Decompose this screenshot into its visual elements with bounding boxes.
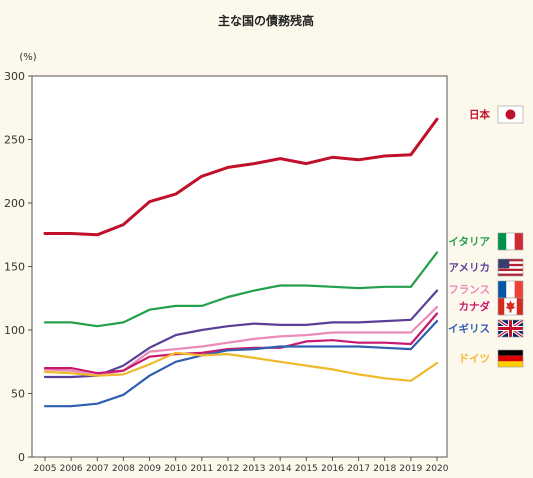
flag-part xyxy=(506,233,515,250)
plot-frame xyxy=(31,75,448,458)
y-tick-label: 0 xyxy=(18,451,25,464)
legend-item: フランス xyxy=(448,280,524,299)
x-tick-label: 2010 xyxy=(164,464,187,474)
x-tick-label: 2020 xyxy=(426,464,449,474)
series-line xyxy=(43,117,439,237)
series-line xyxy=(43,289,439,379)
x-tick-label: 2008 xyxy=(112,464,135,474)
x-tick-label: 2006 xyxy=(60,464,83,474)
germany-flag xyxy=(498,350,523,367)
legend-label: イギリス xyxy=(448,322,490,335)
y-tick-label: 100 xyxy=(4,324,25,337)
y-tick-label: 300 xyxy=(4,70,25,83)
x-tick-label: 2016 xyxy=(321,464,344,474)
flag-border xyxy=(497,232,524,251)
x-tick-label: 2013 xyxy=(243,464,266,474)
flag-part xyxy=(506,281,515,298)
japan-flag xyxy=(498,106,523,123)
flag-part xyxy=(516,298,523,315)
x-tick-label: 2011 xyxy=(190,464,213,474)
usa-flag xyxy=(498,259,523,276)
flag-part xyxy=(498,268,523,272)
flag-part xyxy=(498,350,523,356)
legend-label: 日本 xyxy=(469,108,490,121)
y-tick-label: 50 xyxy=(11,388,25,401)
y-tick-label: 150 xyxy=(4,261,25,274)
canada-flag xyxy=(498,298,523,315)
flag-part xyxy=(498,273,523,276)
flag-part xyxy=(498,259,523,262)
y-tick-label: 250 xyxy=(4,134,25,147)
uk-flag xyxy=(498,320,523,337)
italy-flag xyxy=(498,233,523,250)
flag-part xyxy=(498,261,523,264)
flag-part xyxy=(498,361,523,367)
series-line xyxy=(43,306,439,377)
chart-title: 主な国の債務残高 xyxy=(218,13,314,28)
x-tick-label: 2019 xyxy=(399,464,422,474)
flag-part xyxy=(514,281,523,298)
france-flag xyxy=(498,281,523,298)
maple-leaf xyxy=(505,300,516,313)
x-tick-label: 2015 xyxy=(295,464,318,474)
legend-item: ドイツ xyxy=(459,349,524,368)
flag-part xyxy=(498,355,523,362)
legend-label: アメリカ xyxy=(449,262,490,274)
flag-part xyxy=(498,298,505,315)
x-tick-label: 2007 xyxy=(86,464,109,474)
x-tick-label: 2014 xyxy=(269,464,292,474)
series-line xyxy=(43,351,439,382)
flag-border xyxy=(497,105,524,124)
legend-item: イタリア xyxy=(448,232,524,251)
flag-part xyxy=(498,259,510,269)
flag-border xyxy=(497,297,524,316)
legend-label: カナダ xyxy=(459,300,491,313)
flag-part xyxy=(498,327,523,330)
flag-part xyxy=(498,281,507,298)
x-tick-label: 2005 xyxy=(34,464,57,474)
flag-border xyxy=(497,349,524,368)
flag-part xyxy=(498,263,523,267)
series-line xyxy=(43,320,439,408)
flag-part xyxy=(514,233,523,250)
legend-item: アメリカ xyxy=(449,258,524,277)
x-tick-label: 2009 xyxy=(138,464,161,474)
x-tick-label: 2017 xyxy=(347,464,370,474)
flag-border xyxy=(497,319,524,338)
flag-border xyxy=(497,258,524,277)
legend-item: カナダ xyxy=(459,297,524,316)
series-line xyxy=(43,312,439,375)
legend-label: ドイツ xyxy=(459,353,491,365)
y-tick-label: 200 xyxy=(4,197,25,210)
series-line xyxy=(43,251,439,328)
legend-item: イギリス xyxy=(448,319,524,338)
flag-part xyxy=(498,233,507,250)
legend-label: イタリア xyxy=(448,236,490,248)
x-tick-label: 2012 xyxy=(216,464,239,474)
y-axis-unit-label: (%) xyxy=(19,52,36,63)
legend-item: 日本 xyxy=(469,105,524,124)
legend-label: フランス xyxy=(448,284,490,296)
flag-part xyxy=(505,109,516,120)
flag-part xyxy=(498,266,523,269)
flag-part xyxy=(498,271,523,274)
x-tick-label: 2018 xyxy=(373,464,396,474)
